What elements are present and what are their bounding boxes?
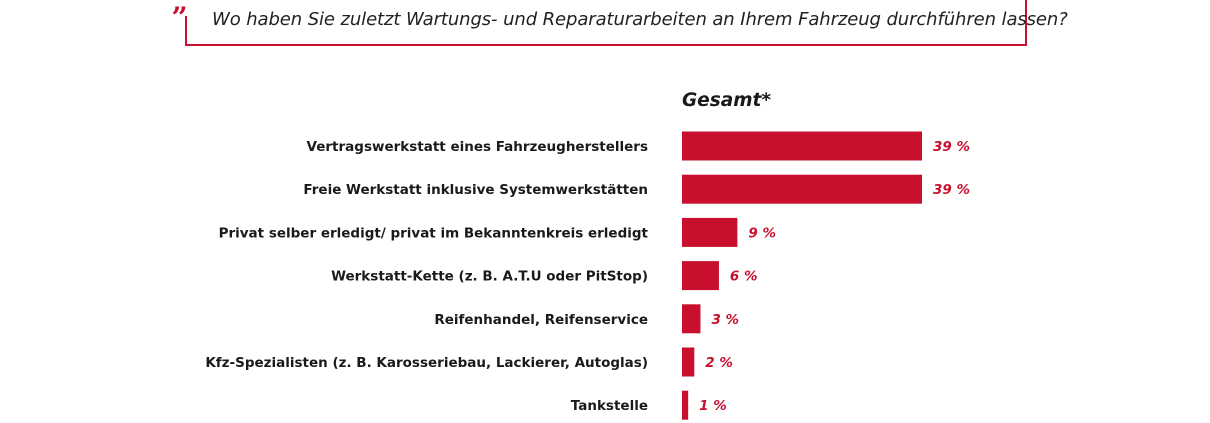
category-label: Tankstelle (571, 398, 648, 414)
bar (682, 347, 695, 377)
quote-mark-icon: „ (170, 0, 191, 16)
bar (682, 304, 701, 334)
value-label: 2 % (705, 355, 733, 371)
question-box (185, 0, 1027, 46)
category-label: Vertragswerkstatt eines Fahrzeugherstell… (307, 139, 648, 155)
category-label: Reifenhandel, Reifenservice (434, 312, 648, 328)
column-header-gesamt: Gesamt* (682, 90, 772, 111)
category-label: Freie Werkstatt inklusive Systemwerkstät… (303, 182, 648, 198)
value-label: 39 % (933, 139, 970, 155)
value-label: 3 % (711, 312, 739, 328)
value-label: 1 % (699, 398, 727, 414)
bar (682, 174, 922, 204)
bar (682, 131, 922, 161)
bar (682, 261, 719, 291)
bar (682, 390, 689, 420)
category-label: Kfz-Spezialisten (z. B. Karosseriebau, L… (205, 355, 648, 371)
bar (682, 217, 738, 247)
value-label: 39 % (933, 182, 970, 198)
category-label: Werkstatt-Kette (z. B. A.T.U oder PitSto… (331, 269, 648, 285)
question-text: Wo haben Sie zuletzt Wartungs- und Repar… (212, 9, 1068, 30)
value-label: 6 % (730, 269, 758, 285)
value-label: 9 % (748, 225, 776, 241)
category-label: Privat selber erledigt/ privat im Bekann… (219, 225, 649, 241)
